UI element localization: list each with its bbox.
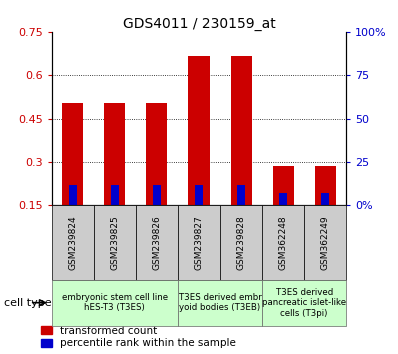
Bar bbox=[62, 103, 83, 205]
Text: GSM239827: GSM239827 bbox=[195, 215, 203, 270]
Bar bbox=[69, 184, 76, 205]
Bar bbox=[230, 56, 252, 205]
Text: GSM239825: GSM239825 bbox=[110, 215, 119, 270]
Bar bbox=[279, 193, 287, 205]
Bar bbox=[189, 56, 209, 205]
Text: T3ES derived embr
yoid bodies (T3EB): T3ES derived embr yoid bodies (T3EB) bbox=[179, 293, 261, 312]
Text: GSM362249: GSM362249 bbox=[321, 215, 330, 270]
Bar bbox=[315, 166, 336, 205]
Legend: transformed count, percentile rank within the sample: transformed count, percentile rank withi… bbox=[37, 322, 240, 352]
Text: GSM239826: GSM239826 bbox=[152, 215, 162, 270]
Bar bbox=[322, 193, 329, 205]
Text: GSM239824: GSM239824 bbox=[68, 215, 77, 270]
Bar bbox=[146, 103, 168, 205]
Text: T3ES derived
pancreatic islet-like
cells (T3pi): T3ES derived pancreatic islet-like cells… bbox=[262, 288, 346, 318]
Bar bbox=[195, 184, 203, 205]
Bar bbox=[237, 184, 245, 205]
Text: cell type: cell type bbox=[4, 298, 52, 308]
Bar bbox=[273, 166, 294, 205]
Bar bbox=[111, 184, 119, 205]
Bar bbox=[104, 103, 125, 205]
Text: GSM362248: GSM362248 bbox=[279, 215, 288, 270]
Title: GDS4011 / 230159_at: GDS4011 / 230159_at bbox=[123, 17, 275, 31]
Text: GSM239828: GSM239828 bbox=[236, 215, 246, 270]
Text: embryonic stem cell line
hES-T3 (T3ES): embryonic stem cell line hES-T3 (T3ES) bbox=[62, 293, 168, 312]
Bar bbox=[153, 184, 161, 205]
